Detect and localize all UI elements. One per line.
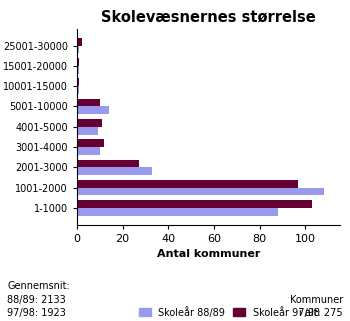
Bar	[77, 119, 102, 127]
Bar	[77, 208, 278, 216]
Bar	[77, 86, 79, 94]
Text: Gennemsnit:
88/89: 2133
97/98: 1923: Gennemsnit: 88/89: 2133 97/98: 1923	[7, 282, 70, 318]
Bar	[77, 58, 79, 66]
Bar	[77, 127, 98, 134]
Bar	[77, 107, 109, 114]
Bar	[77, 160, 139, 168]
Bar	[77, 38, 82, 46]
Bar	[77, 139, 104, 147]
Bar	[77, 66, 79, 74]
Bar	[77, 147, 100, 155]
Bar	[77, 188, 323, 195]
Title: Skolevæsnernes størrelse: Skolevæsnernes størrelse	[101, 10, 316, 25]
X-axis label: Antal kommuner: Antal kommuner	[156, 249, 260, 259]
Bar	[77, 99, 100, 107]
Legend: Skoleår 88/89, Skoleår 97/98: Skoleår 88/89, Skoleår 97/98	[135, 303, 323, 321]
Bar	[77, 200, 312, 208]
Bar	[77, 180, 299, 188]
Bar	[77, 168, 152, 175]
Bar	[77, 78, 79, 86]
Bar	[77, 46, 79, 53]
Text: Kommuner
i alt: 275: Kommuner i alt: 275	[290, 295, 343, 318]
